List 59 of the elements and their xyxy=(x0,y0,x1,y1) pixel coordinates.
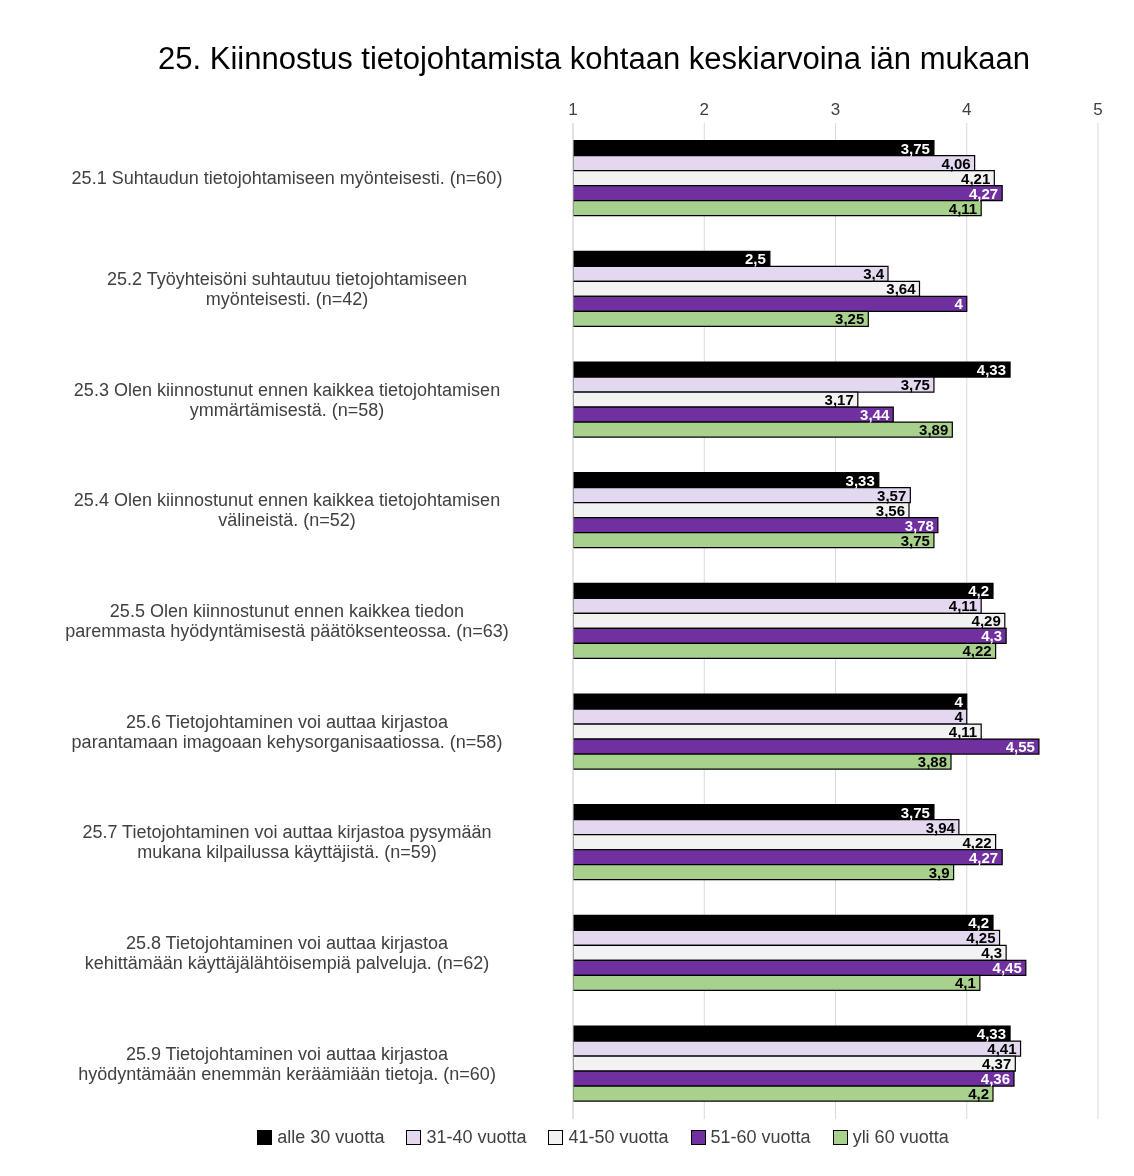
y-tick-label: 25.2 Työyhteisöni suhtautuu tietojohtamiseen myönteisesti. (n=42) xyxy=(107,269,467,309)
data-label: 4,22 xyxy=(962,833,992,851)
x-tick-label: 3 xyxy=(830,100,841,119)
data-label: 3,25 xyxy=(835,310,865,328)
y-tick-label: 25.3 Olen kiinnostunut ennen kaikkea tietojohtamisen ymmärtämisestä. (n=58) xyxy=(73,379,501,420)
data-label: 4 xyxy=(954,295,964,313)
data-label: 3,64 xyxy=(886,280,917,298)
data-label: 3,57 xyxy=(877,486,907,504)
data-label: 3,89 xyxy=(919,421,949,439)
x-tick-label: 4 xyxy=(962,100,972,119)
data-label: 4,3 xyxy=(981,944,1003,962)
data-label: 4,33 xyxy=(976,361,1007,379)
y-tick-label: 25.7 Tietojohtaminen voi auttaa kirjastoa pysymään mukana kilpailussa käyttäjistä. (n=59) xyxy=(82,822,492,863)
data-label: 3,94 xyxy=(925,818,956,836)
data-label: 4,36 xyxy=(980,1070,1010,1088)
data-label: 4,2 xyxy=(968,582,989,600)
data-label: 3,78 xyxy=(904,516,934,534)
data-label: 3,4 xyxy=(863,265,885,283)
y-tick-label: 25.8 Tietojohtaminen voi auttaa kirjastoa kehittämään käyttäjälähtöisempiä palveluja. (n=62) xyxy=(84,933,490,973)
y-tick-label: 25.9 Tietojohtaminen voi auttaa kirjastoa hyödyntämään enemmän keräämiään tietoja. (n=60) xyxy=(78,1043,496,1084)
data-label: 4,45 xyxy=(992,959,1022,977)
y-tick-label: 25.6 Tietojohtaminen voi auttaa kirjastoa parantamaan imagoaan kehysorganisaatiossa. (n=58) xyxy=(71,711,503,752)
data-label: 4,2 xyxy=(968,1085,989,1103)
legend-label: 51-60 vuotta xyxy=(710,1127,811,1148)
y-tick-label: 25.1 Suhtaudun tietojohtamiseen myönteisesti. (n=60) xyxy=(71,168,503,189)
data-label: 3,88 xyxy=(917,753,947,771)
data-label: 3,17 xyxy=(824,391,854,409)
data-label: 4,21 xyxy=(961,169,991,187)
data-label: 3,75 xyxy=(900,376,930,394)
data-label: 4,11 xyxy=(948,199,978,217)
data-label: 4,11 xyxy=(948,597,978,615)
data-label: 3,75 xyxy=(900,803,930,821)
data-label: 3,75 xyxy=(900,139,930,157)
legend-label: yli 60 vuotta xyxy=(852,1127,949,1148)
y-tick-label: 25.4 Olen kiinnostunut ennen kaikkea tietojohtamisen välineistä. (n=52) xyxy=(73,490,501,531)
data-label: 4,33 xyxy=(976,1025,1007,1043)
data-label: 3,44 xyxy=(860,406,890,424)
data-label: 3,9 xyxy=(928,863,950,881)
x-tick-label: 1 xyxy=(568,100,578,119)
y-tick-label: 25.5 Olen kiinnostunut ennen kaikkea tiedon paremmasta hyödyntämisestä päätöksenteossa. (n=63) xyxy=(65,601,509,641)
x-tick-label: 5 xyxy=(1093,100,1103,119)
legend-label: 31-40 vuotta xyxy=(426,1127,527,1148)
data-label: 4,37 xyxy=(982,1055,1012,1073)
data-label: 4,29 xyxy=(971,612,1001,630)
x-tick-label: 2 xyxy=(699,100,709,119)
data-label: 4,11 xyxy=(948,723,978,741)
data-label: 4,41 xyxy=(987,1040,1017,1058)
data-label: 4,06 xyxy=(941,154,971,172)
data-label: 4,1 xyxy=(955,974,976,992)
data-label: 4,2 xyxy=(968,914,989,932)
data-label: 4 xyxy=(954,693,964,711)
legend-label: 41-50 vuotta xyxy=(568,1127,669,1148)
data-label: 4,3 xyxy=(981,627,1003,645)
chart-title: 25. Kiinnostus tietojohtamista kohtaan keskiarvoina iän mukaan xyxy=(158,40,1031,78)
data-label: 2,5 xyxy=(745,250,766,268)
data-label: 4,55 xyxy=(1005,738,1035,756)
data-label: 3,33 xyxy=(845,471,875,489)
legend-label: alle 30 vuotta xyxy=(277,1127,385,1148)
data-label: 4 xyxy=(954,708,964,726)
